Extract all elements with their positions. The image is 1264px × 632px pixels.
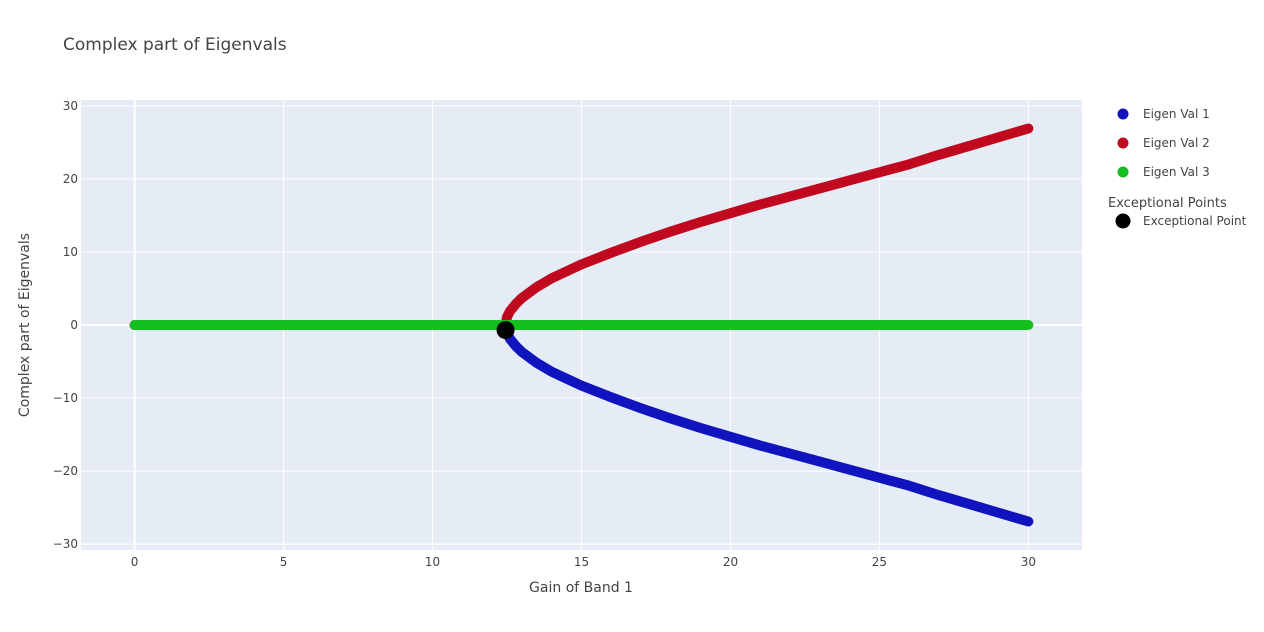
legend-marker-3[interactable] xyxy=(1117,166,1129,178)
y-tick-label: −10 xyxy=(53,391,78,405)
legend-item-exceptional-point[interactable]: Exceptional Point xyxy=(1143,214,1247,228)
x-axis-label: Gain of Band 1 xyxy=(529,580,633,596)
legend-marker-2[interactable] xyxy=(1117,137,1129,149)
x-tick-label: 0 xyxy=(131,555,139,569)
legend-item-1[interactable]: Eigen Val 1 xyxy=(1143,107,1210,121)
legend-item-2[interactable]: Eigen Val 2 xyxy=(1143,136,1210,150)
y-tick-label: 20 xyxy=(63,172,78,186)
chart-title: Complex part of Eigenvals xyxy=(63,35,287,55)
series-layer xyxy=(129,123,1034,527)
x-tick-label: 5 xyxy=(280,555,288,569)
legend-marker-exceptional-point[interactable] xyxy=(1115,213,1131,229)
x-tick-label: 10 xyxy=(425,555,440,569)
y-tick-label: 10 xyxy=(63,245,78,259)
legend-marker-1[interactable] xyxy=(1117,108,1129,120)
legend: Eigen Val 1 Eigen Val 2 Eigen Val 3 Excepti… xyxy=(1108,107,1247,229)
exceptional-point-marker[interactable] xyxy=(496,321,515,340)
y-axis-ticks: −30 −20 −10 0 10 20 30 xyxy=(53,99,78,551)
legend-item-3[interactable]: Eigen Val 3 xyxy=(1143,165,1210,179)
y-axis-label: Complex part of Eigenvals xyxy=(17,233,33,417)
x-tick-label: 25 xyxy=(872,555,887,569)
y-tick-label: 30 xyxy=(63,99,78,113)
legend-group-title: Exceptional Points xyxy=(1108,196,1227,211)
y-tick-label: −30 xyxy=(53,537,78,551)
y-tick-label: −20 xyxy=(53,464,78,478)
x-tick-label: 30 xyxy=(1021,555,1036,569)
y-tick-label: 0 xyxy=(70,318,78,332)
x-tick-label: 20 xyxy=(723,555,738,569)
x-axis-ticks: 0 5 10 15 20 25 30 xyxy=(131,555,1036,569)
x-tick-label: 15 xyxy=(574,555,589,569)
